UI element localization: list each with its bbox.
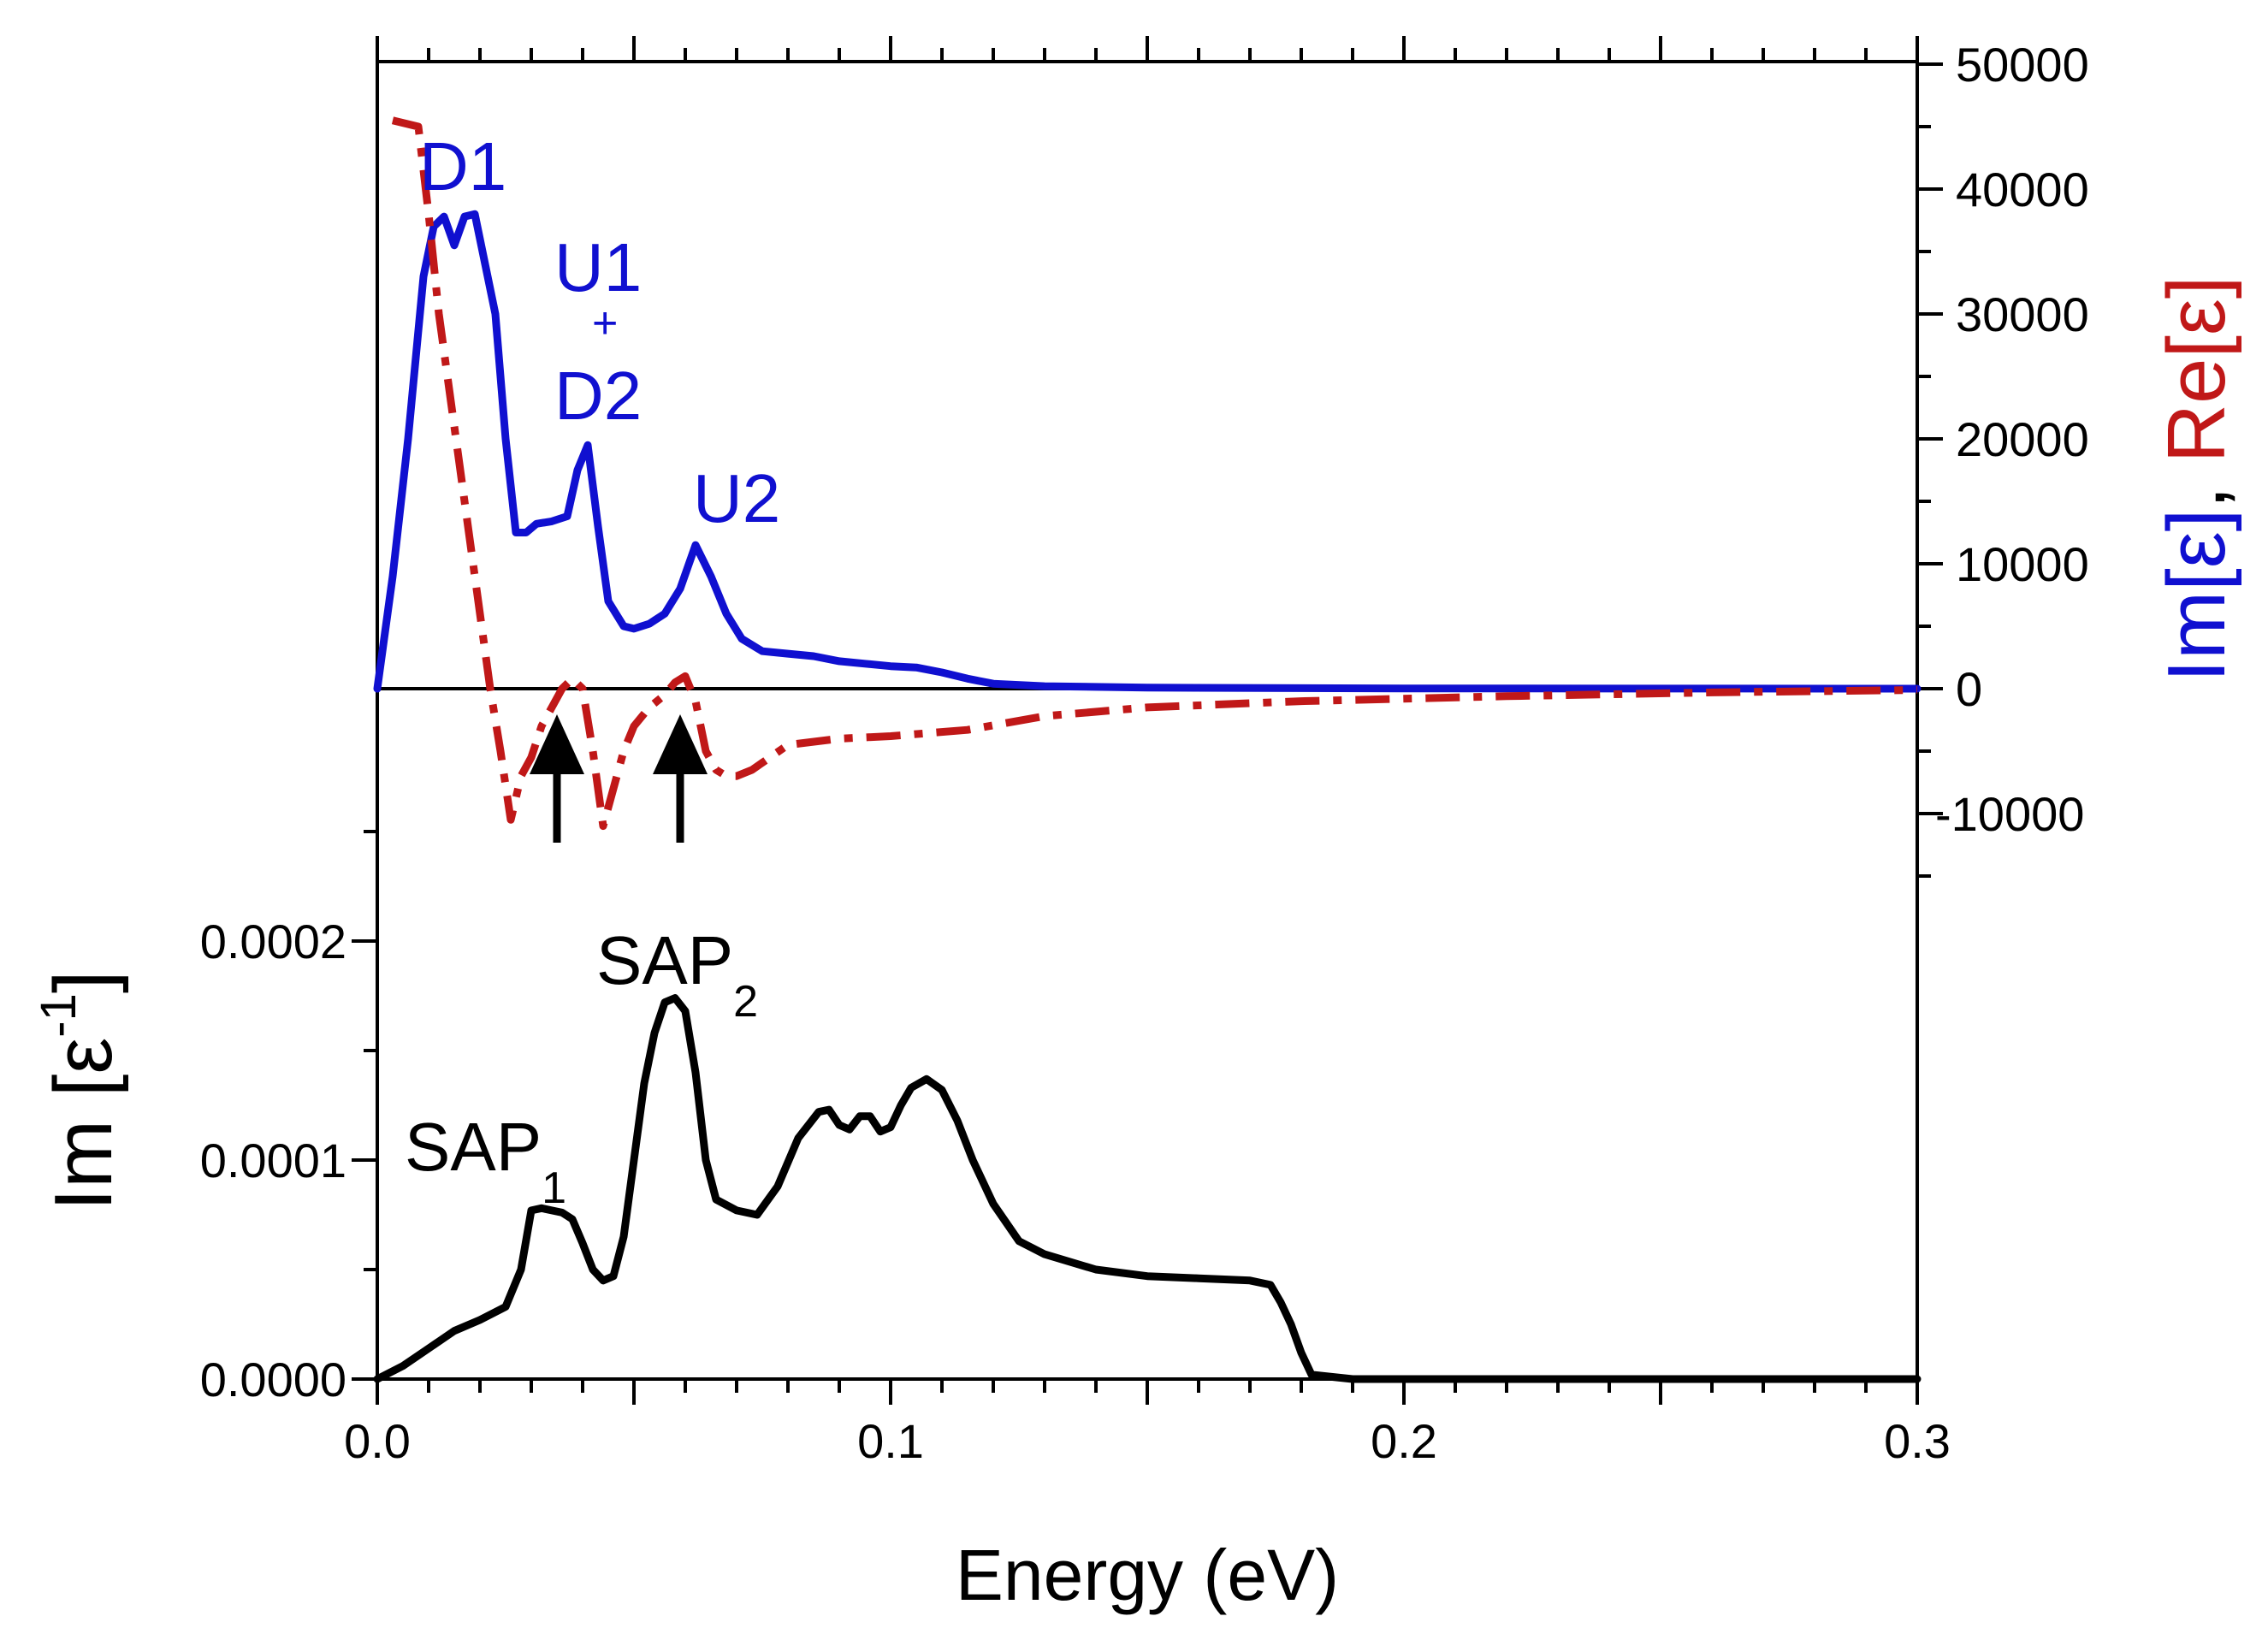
- arrow-head: [530, 714, 584, 774]
- right-y-tick-label: 10000: [1956, 537, 2089, 591]
- annotation-sap1: SAP1: [405, 1109, 566, 1213]
- x-axis-title: Energy (eV): [956, 1535, 1339, 1615]
- annotation-sap2-sub: 2: [733, 977, 758, 1027]
- right-y-tick-label: -10000: [1935, 787, 2084, 841]
- annotation-sap1-sub: 1: [542, 1163, 566, 1213]
- left-y-axis-title-sup: -1: [31, 993, 86, 1038]
- series-re-eps-line: [391, 116, 1918, 831]
- right-y-axis-title-sep: ,: [2151, 463, 2242, 508]
- x-tick-label: 0.1: [857, 1414, 924, 1468]
- x-tick-label: 0.2: [1371, 1414, 1437, 1468]
- zero-crossing-arrow: [530, 714, 584, 843]
- left-y-tick-label: 0.0000: [200, 1353, 346, 1406]
- annotation-u1: U1: [554, 229, 642, 305]
- series-im-eps-line: [373, 210, 1922, 693]
- annotation-d2: D2: [554, 358, 642, 434]
- annotation-sap2-main: SAP: [596, 922, 733, 998]
- right-y-axis-title: Im[ε], Re[ε]: [2151, 276, 2242, 683]
- left-y-tick-label: 0.0002: [200, 915, 346, 968]
- right-y-axis-title-im: Im[ε]: [2151, 509, 2242, 683]
- annotation-d1: D1: [419, 128, 506, 204]
- y-axis-left-ticks: [352, 830, 377, 1381]
- right-y-tick-labels: 50000 40000 30000 20000 10000 0 -10000: [1935, 38, 2089, 841]
- right-y-tick-label: 30000: [1956, 287, 2089, 341]
- right-y-tick-label: 20000: [1956, 412, 2089, 466]
- x-tick-label: 0.3: [1884, 1414, 1951, 1468]
- left-y-axis-title: Im [ε-1]: [31, 970, 129, 1211]
- series-im-inv-eps-line: [373, 994, 1922, 1383]
- annotation-plus: +: [592, 299, 618, 348]
- annotation-u2: U2: [693, 460, 780, 536]
- annotation-sap1-main: SAP: [405, 1109, 542, 1185]
- right-y-tick-label: 0: [1956, 662, 1982, 716]
- arrow-head: [653, 714, 708, 774]
- right-y-axis-title-re: Re[ε]: [2151, 276, 2242, 464]
- left-y-axis-title-close: ]: [38, 970, 129, 993]
- left-y-tick-labels: 0.0000 0.0001 0.0002: [200, 915, 346, 1406]
- x-tick-labels: 0.0 0.1 0.2 0.3: [344, 1414, 1951, 1468]
- left-y-axis-title-main: Im [ε: [38, 1038, 129, 1211]
- x-axis-top-ticks: [376, 36, 1919, 62]
- annotation-sap2: SAP2: [596, 922, 758, 1027]
- right-y-tick-label: 40000: [1956, 163, 2089, 216]
- right-y-tick-label: 50000: [1956, 38, 2089, 92]
- zero-crossing-arrow: [653, 714, 708, 843]
- y-axis-right-ticks: [1917, 62, 1943, 878]
- left-y-tick-label: 0.0001: [200, 1134, 346, 1187]
- x-tick-label: 0.0: [344, 1414, 411, 1468]
